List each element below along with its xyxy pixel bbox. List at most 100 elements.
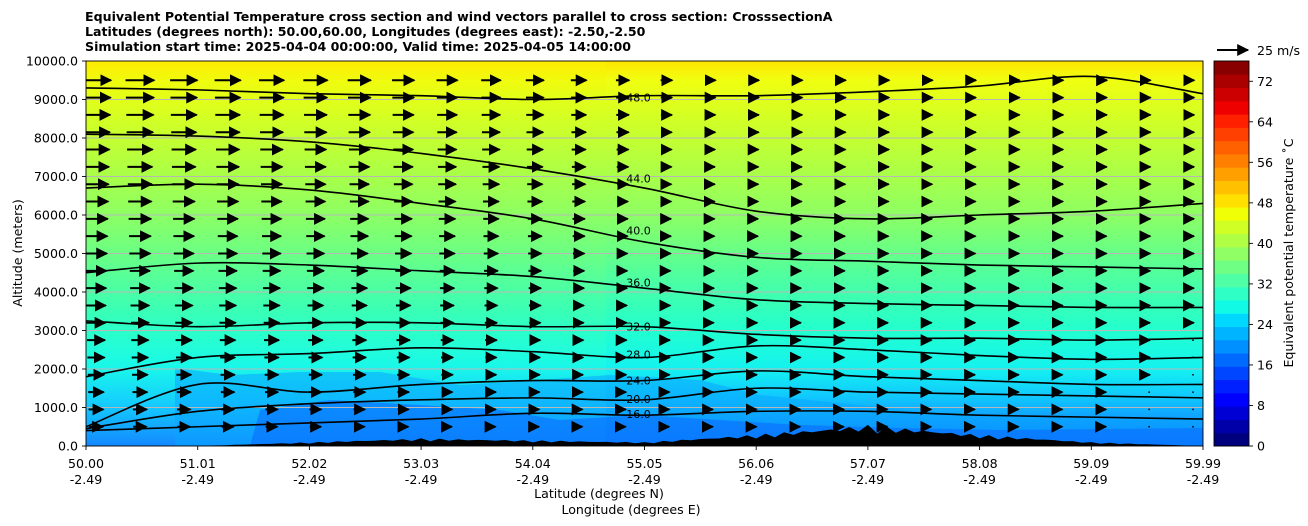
x-tick-lat-2: 52.02 <box>291 456 327 471</box>
x-tick-lon-5: -2.49 <box>628 472 661 487</box>
contour-label-7: 20.0 <box>626 393 651 406</box>
colorbar-band-11 <box>1214 286 1249 301</box>
colorbar-band-7 <box>1214 339 1249 354</box>
y-tick-label-2: 2000.0 <box>34 362 78 377</box>
colorbar-tick-label-0: 0 <box>1257 439 1265 454</box>
x-tick-lon-4: -2.49 <box>517 472 550 487</box>
y-tick-label-7: 7000.0 <box>34 169 78 184</box>
y-tick-label-9: 9000.0 <box>34 92 78 107</box>
x-tick-lon-1: -2.49 <box>181 472 214 487</box>
contour-fill-layer: 48.0 44.0 40.0 36.0 32.0 28.0 24.0 20.0 16.0 <box>86 61 1203 446</box>
x-tick-lat-6: 56.06 <box>738 456 774 471</box>
x-tick-lon-3: -2.49 <box>405 472 438 487</box>
x-tick-lat-10: 59.99 <box>1185 456 1221 471</box>
colorbar-band-8 <box>1214 326 1249 341</box>
colorbar-band-5 <box>1214 366 1249 381</box>
colorbar-band-20 <box>1214 167 1249 181</box>
contour-label-1: 44.0 <box>626 172 651 185</box>
x-tick-lon-8: -2.49 <box>963 472 996 487</box>
wind-vector-103 <box>1192 373 1194 376</box>
colorbar-band-18 <box>1214 193 1249 208</box>
x-tick-lat-4: 54.04 <box>515 456 551 471</box>
y-tick-label-1: 1000.0 <box>34 400 78 415</box>
y-tick-label-0: 0.0 <box>58 439 78 454</box>
contour-label-5: 28.0 <box>626 349 651 362</box>
y-tick-label-8: 8000.0 <box>34 131 78 146</box>
colorbar-band-9 <box>1214 313 1249 328</box>
wind-vector-51 <box>1192 408 1194 411</box>
colorbar-band-15 <box>1214 233 1249 248</box>
quiver-key: 25 m/s <box>1217 43 1300 58</box>
colorbar-band-16 <box>1214 220 1249 235</box>
colorbar-band-19 <box>1214 180 1249 195</box>
x-tick-lat-3: 53.03 <box>403 456 439 471</box>
colorbar-band-25 <box>1214 100 1249 115</box>
x-axis: 50.00-2.4951.01-2.4952.02-2.4953.03-2.49… <box>68 446 1221 487</box>
y-axis-label: Altitude (meters) <box>10 199 25 306</box>
x-tick-lat-7: 57.07 <box>850 456 886 471</box>
colorbar-band-28 <box>1214 61 1249 75</box>
colorbar-tick-label-6: 48 <box>1257 195 1273 210</box>
title-line-3: Simulation start time: 2025-04-04 00:00:… <box>85 39 632 54</box>
colorbar-frame <box>1213 60 1250 447</box>
chart-title: Equivalent Potential Temperature cross s… <box>85 9 833 54</box>
colorbar-band-23 <box>1214 127 1249 142</box>
colorbar-band-4 <box>1214 379 1249 394</box>
colorbar-band-26 <box>1214 87 1249 102</box>
colorbar-tick-label-7: 56 <box>1257 155 1273 170</box>
x-tick-lon-9: -2.49 <box>1075 472 1108 487</box>
wind-vectors <box>86 74 1196 433</box>
colorbar-band-24 <box>1214 114 1249 128</box>
y-tick-label-3: 3000.0 <box>34 323 78 338</box>
title-line-1: Equivalent Potential Temperature cross s… <box>85 9 833 24</box>
x-tick-lon-2: -2.49 <box>293 472 326 487</box>
wind-vector-155 <box>1192 339 1194 342</box>
x-tick-lon-10: -2.49 <box>1187 472 1220 487</box>
y-tick-label-5: 5000.0 <box>34 246 78 261</box>
x-tick-lon-7: -2.49 <box>852 472 885 487</box>
x-tick-lon-6: -2.49 <box>740 472 773 487</box>
colorbar-label: Equivalent potential temperature ˚C <box>1281 138 1296 367</box>
y-tick-label-6: 6000.0 <box>34 208 78 223</box>
contour-label-4: 32.0 <box>626 321 651 334</box>
colorbar-band-6 <box>1214 353 1249 367</box>
colorbar-band-22 <box>1214 140 1249 155</box>
x-tick-lat-0: 50.00 <box>68 456 104 471</box>
colorbar-band-13 <box>1214 260 1249 274</box>
contour-label-0: 48.0 <box>626 92 651 105</box>
colorbar-band-2 <box>1214 406 1249 420</box>
colorbar-band-21 <box>1214 153 1249 168</box>
contour-label-3: 36.0 <box>626 276 651 289</box>
x-axis-label: Latitude (degrees N) <box>534 486 664 501</box>
wind-vector-24 <box>1148 425 1151 428</box>
terrain-silhouette <box>86 424 1203 446</box>
contour-labels: 48.0 44.0 40.0 36.0 32.0 28.0 24.0 20.0 16.0 <box>626 92 651 422</box>
quiver-key-label: 25 m/s <box>1257 43 1300 58</box>
wind-vector-77 <box>1192 391 1194 393</box>
colorbar: 0 8 16 24 32 40 48 56 64 72 <box>1213 60 1273 454</box>
y-axis: 0.0 1000.0 2000.0 3000.0 4000.0 5000.0 6000.0 7… <box>26 54 86 454</box>
colorbar-tick-label-9: 72 <box>1257 74 1273 89</box>
title-line-2: Latitudes (degrees north): 50.00,60.00, … <box>85 24 646 39</box>
wind-vector-76 <box>1148 391 1151 393</box>
x-tick-lon-0: -2.49 <box>70 472 103 487</box>
colorbar-band-12 <box>1214 273 1249 288</box>
colorbar-band-10 <box>1214 299 1249 314</box>
x-axis-label-2: Longitude (degrees E) <box>561 502 700 517</box>
colorbar-band-1 <box>1214 419 1249 434</box>
colorbar-band-14 <box>1214 246 1249 261</box>
colorbar-band-3 <box>1214 392 1249 407</box>
x-tick-lat-9: 59.09 <box>1073 456 1109 471</box>
colorbar-tick-label-5: 40 <box>1257 236 1273 251</box>
colorbar-band-17 <box>1214 207 1249 221</box>
colorbar-band-27 <box>1214 74 1249 89</box>
wind-vector-50 <box>1148 408 1151 411</box>
contour-label-6: 24.0 <box>626 375 651 388</box>
colorbar-tick-label-2: 16 <box>1257 357 1273 372</box>
wind-vector-25 <box>1192 425 1194 428</box>
colorbar-tick-label-3: 24 <box>1257 317 1273 332</box>
colorbar-tick-label-1: 8 <box>1257 398 1265 413</box>
colorbar-tick-label-4: 32 <box>1257 276 1273 291</box>
y-tick-label-10: 10000.0 <box>26 54 78 69</box>
